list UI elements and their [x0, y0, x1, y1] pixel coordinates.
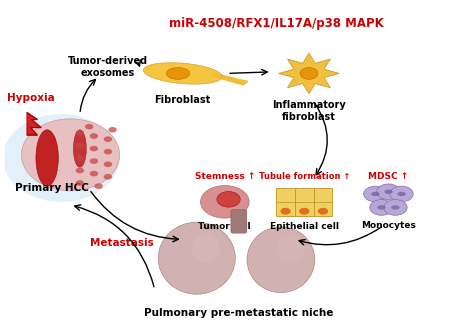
Circle shape	[390, 186, 413, 202]
Circle shape	[76, 180, 84, 186]
Circle shape	[104, 149, 112, 154]
Text: Metastasis: Metastasis	[90, 238, 154, 247]
Text: Monocytes: Monocytes	[361, 221, 416, 230]
Ellipse shape	[300, 67, 318, 79]
Ellipse shape	[391, 205, 400, 210]
Polygon shape	[27, 113, 41, 135]
Text: miR-4508/RFX1/IL17A/p38 MAPK: miR-4508/RFX1/IL17A/p38 MAPK	[169, 17, 383, 30]
Text: Tumor-derived: Tumor-derived	[68, 56, 148, 66]
Circle shape	[76, 155, 84, 161]
Circle shape	[370, 200, 393, 215]
Circle shape	[299, 208, 310, 215]
Circle shape	[318, 208, 328, 215]
Ellipse shape	[143, 63, 222, 84]
FancyBboxPatch shape	[276, 188, 332, 216]
Circle shape	[76, 168, 84, 173]
Text: Epithelial cell: Epithelial cell	[270, 222, 339, 231]
Text: Primary HCC: Primary HCC	[15, 183, 89, 193]
Circle shape	[109, 127, 117, 133]
Polygon shape	[211, 73, 248, 85]
Text: exosomes: exosomes	[81, 68, 135, 78]
Polygon shape	[279, 53, 339, 94]
FancyBboxPatch shape	[231, 210, 247, 233]
Circle shape	[104, 161, 112, 167]
Text: Inflammatory
fibroblast: Inflammatory fibroblast	[272, 100, 346, 122]
Text: MDSC ↑: MDSC ↑	[368, 172, 409, 181]
Ellipse shape	[377, 205, 386, 210]
Ellipse shape	[3, 114, 119, 202]
Text: Hypoxia: Hypoxia	[7, 93, 55, 103]
Ellipse shape	[371, 192, 380, 196]
Ellipse shape	[166, 67, 190, 79]
Ellipse shape	[158, 222, 235, 294]
Circle shape	[364, 186, 387, 202]
Circle shape	[217, 192, 240, 207]
Circle shape	[384, 200, 407, 215]
Text: Tumor cell: Tumor cell	[199, 222, 251, 231]
Text: Fibroblast: Fibroblast	[155, 95, 211, 105]
Ellipse shape	[384, 190, 392, 194]
Ellipse shape	[21, 119, 119, 191]
Circle shape	[104, 136, 112, 142]
Text: Stemness ↑: Stemness ↑	[195, 172, 255, 181]
Circle shape	[90, 146, 98, 152]
Text: Tubule formation ↑: Tubule formation ↑	[259, 172, 350, 181]
Ellipse shape	[73, 130, 86, 167]
Circle shape	[76, 143, 84, 148]
Circle shape	[201, 186, 249, 218]
Text: Pulmonary pre-metastatic niche: Pulmonary pre-metastatic niche	[144, 308, 334, 318]
Circle shape	[76, 130, 84, 136]
Ellipse shape	[397, 192, 406, 196]
Circle shape	[104, 174, 112, 179]
Ellipse shape	[276, 235, 304, 263]
Circle shape	[90, 158, 98, 164]
Circle shape	[90, 133, 98, 139]
Ellipse shape	[247, 227, 315, 293]
Circle shape	[377, 184, 400, 200]
Circle shape	[85, 124, 93, 129]
Ellipse shape	[36, 130, 58, 186]
Circle shape	[94, 183, 103, 189]
Ellipse shape	[192, 235, 220, 263]
Circle shape	[281, 208, 291, 215]
Circle shape	[90, 171, 98, 177]
